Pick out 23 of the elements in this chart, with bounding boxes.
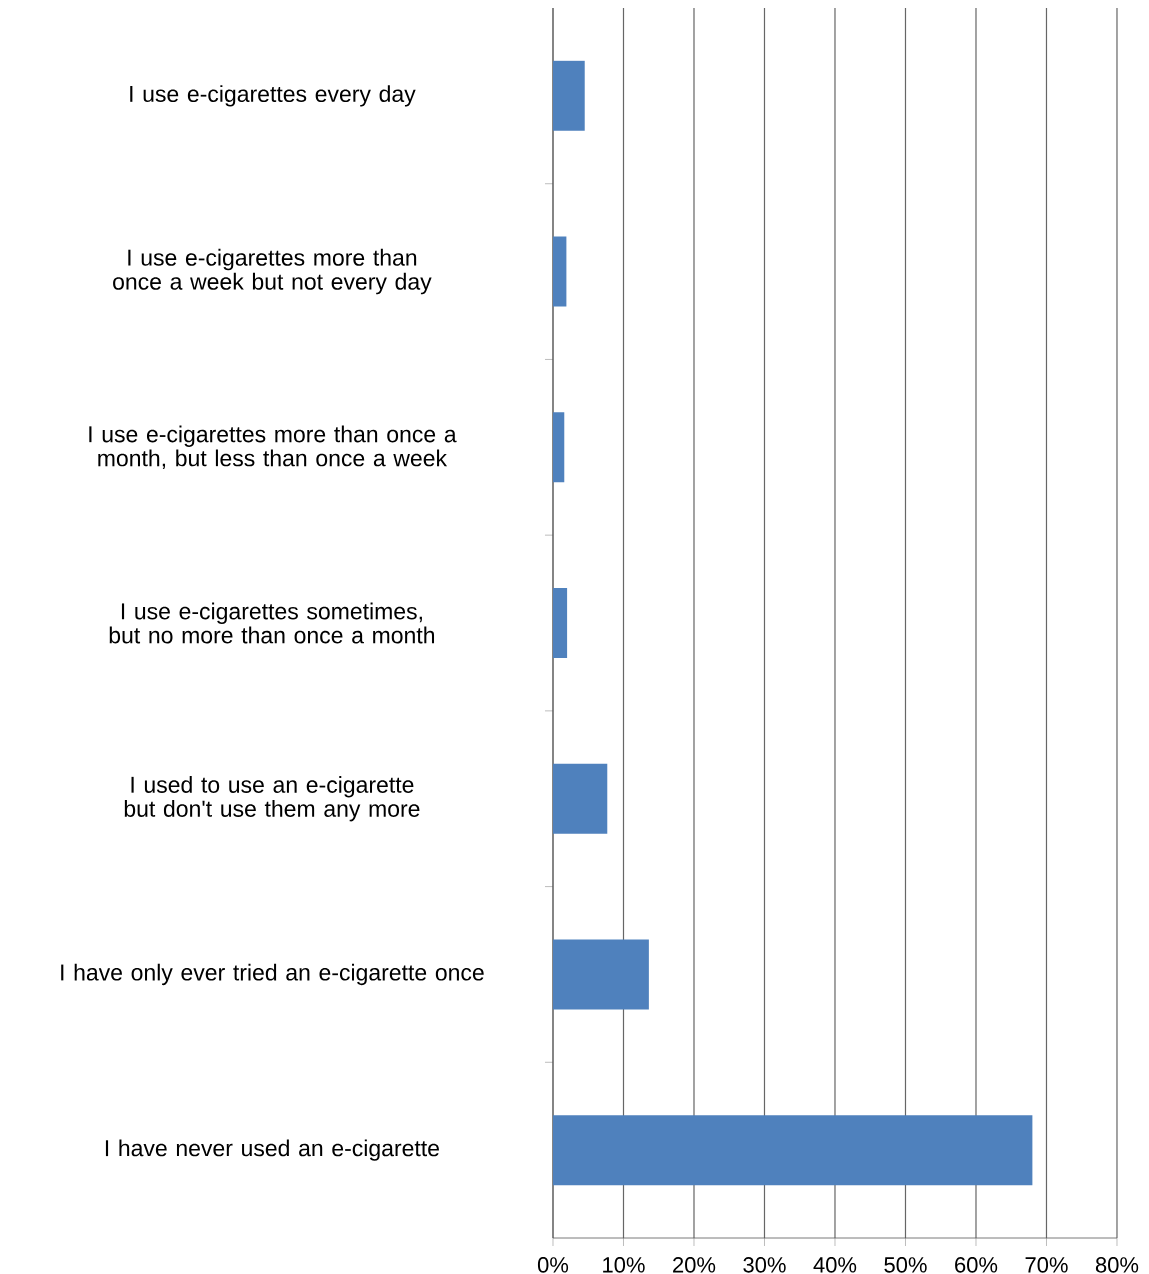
y-tick-label: I use e-cigarettes sometimes, but no more than once a month [109,602,435,644]
bar [553,939,649,1010]
x-tick-label: 30% [743,1257,786,1273]
y-tick-label: I use e-cigarettes more than once a week but not every day [113,248,432,295]
x-tick-label: 20% [673,1257,716,1273]
x-tick-label: 60% [955,1257,998,1273]
bar [553,236,567,307]
y-tick-label: I use e-cigarettes more than once a month, but less than once a week [89,425,457,470]
bar [553,1115,1033,1186]
x-tick-label: 50% [884,1257,927,1273]
bar [553,412,565,483]
x-tick-label: 40% [813,1257,857,1273]
y-tick-label: I have never used an e-cigarette [105,1139,439,1161]
y-tick-label: I have only ever tried an e-cigarette once [61,963,484,986]
bar [553,763,608,834]
x-tick-label: 80% [1095,1257,1139,1273]
bar [553,588,568,659]
x-tick-label: 70% [1025,1257,1068,1273]
x-tick-label: 10% [603,1257,645,1273]
y-tick-label: I used to use an e-cigarette but don't use them any more [124,776,420,822]
bar [553,60,585,131]
x-tick-label: 0% [537,1257,569,1273]
y-tick-label: I use e-cigarettes every day [130,85,416,107]
